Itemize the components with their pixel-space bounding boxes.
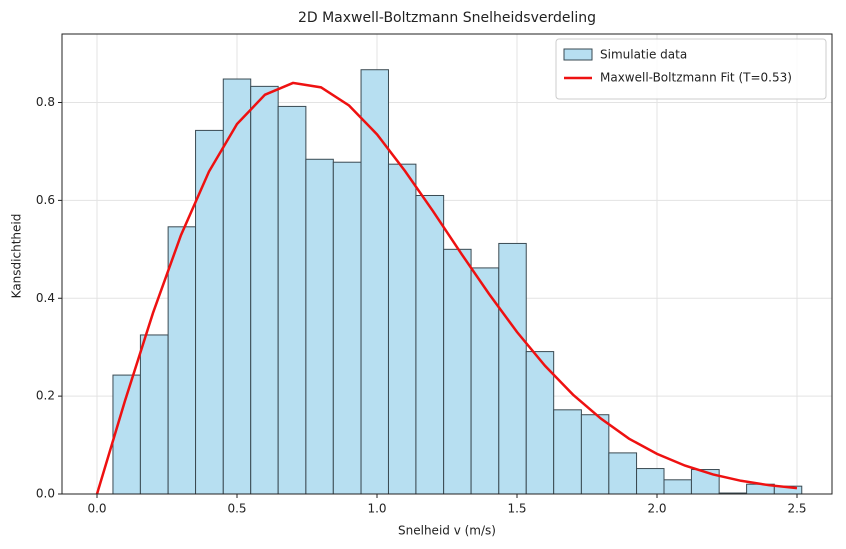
legend-box bbox=[555, 38, 827, 100]
histogram-bar bbox=[139, 334, 169, 495]
plot-frame bbox=[61, 33, 833, 495]
histogram-bar bbox=[443, 248, 472, 495]
y-tick-label: 0.2 bbox=[36, 389, 55, 403]
histogram-bar bbox=[250, 85, 279, 495]
histogram-bar bbox=[305, 158, 334, 495]
y-tick-label: 0.0 bbox=[36, 487, 55, 501]
x-tick-label: 2.0 bbox=[647, 502, 666, 516]
histogram-bar bbox=[498, 242, 527, 495]
histogram-bar bbox=[525, 351, 555, 495]
x-tick-label: 1.5 bbox=[507, 502, 526, 516]
y-axis-label: Kansdichtheid bbox=[10, 214, 24, 299]
y-tick-label: 0.4 bbox=[36, 291, 55, 305]
x-tick-label: 1.0 bbox=[367, 502, 386, 516]
fit-line bbox=[95, 81, 798, 495]
histogram-bar bbox=[277, 105, 307, 495]
legend-label: Simulatie data bbox=[600, 48, 687, 62]
x-axis-label: Snelheid v (m/s) bbox=[398, 524, 496, 538]
x-tick-label: 2.5 bbox=[787, 502, 806, 516]
chart-title: 2D Maxwell-Boltzmann Snelheidsverdeling bbox=[298, 10, 596, 26]
legend: Simulatie data Maxwell-Boltzmann Fit (T=0… bbox=[555, 38, 827, 100]
histogram-bar bbox=[470, 267, 500, 495]
histogram-bar bbox=[195, 129, 224, 495]
histogram-bar bbox=[636, 468, 665, 495]
histogram-bar bbox=[332, 161, 362, 495]
histogram-bar bbox=[608, 452, 638, 495]
histogram-bar bbox=[663, 479, 692, 495]
x-tick-label: 0.0 bbox=[87, 502, 106, 516]
histogram-bar bbox=[690, 469, 720, 495]
y-tick-label: 0.6 bbox=[36, 193, 55, 207]
histogram-bar bbox=[580, 414, 610, 495]
x-tick-label: 0.5 bbox=[227, 502, 246, 516]
histogram-bar bbox=[167, 226, 197, 495]
histogram-bar bbox=[553, 409, 582, 495]
histogram-bar bbox=[360, 69, 389, 495]
legend-label: Maxwell-Boltzmann Fit (T=0.53) bbox=[600, 71, 792, 85]
histogram-bar bbox=[415, 194, 445, 495]
histogram-bar bbox=[387, 163, 417, 495]
legend-swatch bbox=[563, 48, 593, 61]
y-tick-label: 0.8 bbox=[36, 95, 55, 109]
